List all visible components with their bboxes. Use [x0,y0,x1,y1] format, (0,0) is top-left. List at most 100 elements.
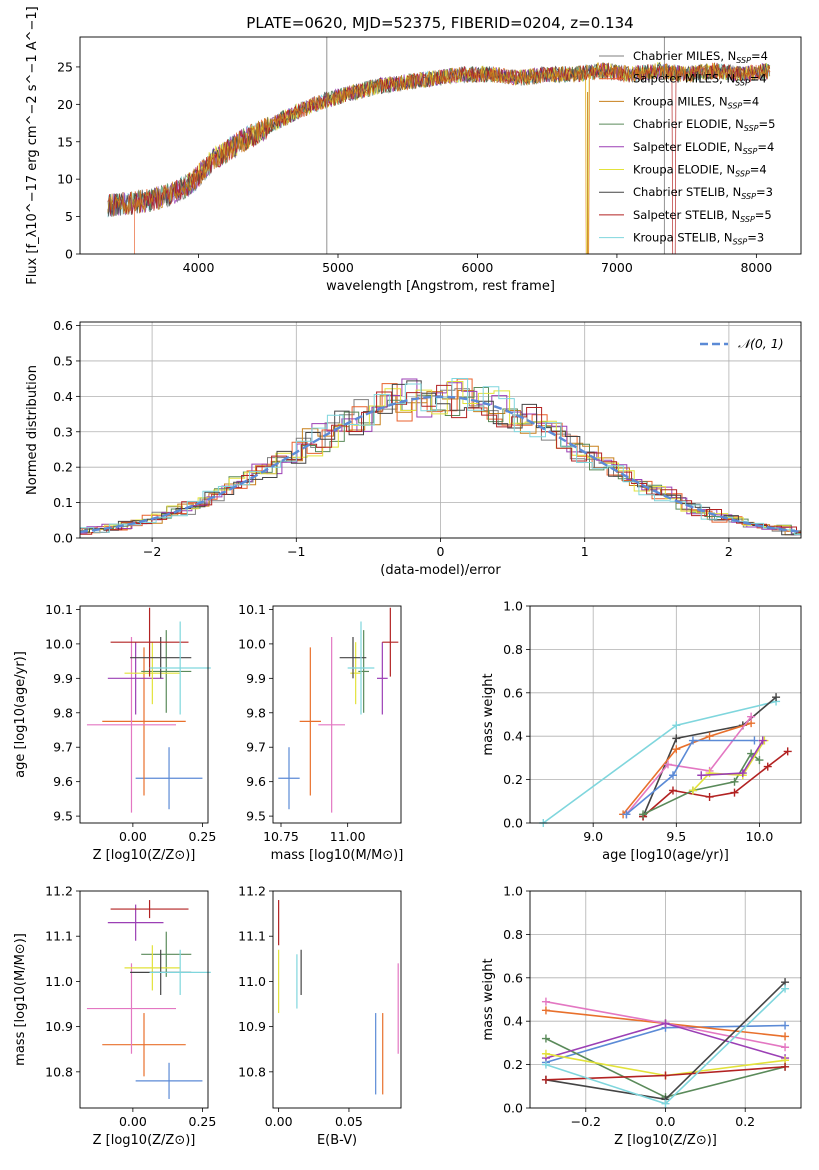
legend-label: Salpeter STELIB, NSSP=5 [633,208,772,224]
y-tick-label: 10.0 [238,636,266,651]
y-tick-label: 0.4 [53,389,73,404]
spectrum-legend: Chabrier MILES, NSSP=4 Salpeter MILES, NS… [599,49,775,247]
weight-marker [738,769,747,778]
y-tick-label: 9.8 [246,705,266,720]
y-tick-label: 11.2 [238,884,266,899]
y-tick-label: 10.9 [238,1019,266,1034]
y-tick-label: 9.7 [53,740,73,755]
weight-marker [772,693,781,702]
x-axis-label: E(B-V) [317,1133,357,1148]
weight-marker [747,712,756,721]
x-tick-label: 8000 [740,260,772,275]
weight-marker [783,747,792,756]
weight-marker [781,1032,790,1041]
x-tick-label: 4000 [183,260,215,275]
legend-label: Salpeter MILES, NSSP=4 [633,72,767,88]
x-tick-label: 0.00 [119,1114,147,1129]
weight-marker [688,786,697,795]
axes-frame [79,36,802,255]
axes-frame [79,605,209,824]
panels-group: 4000 5000 6000 7000 80000510152025wavelength… [13,6,802,1149]
weight-marker [661,1071,670,1080]
x-tick-label: 0.25 [189,829,217,844]
y-axis-label: Flux [f_λ10^−17 erg cm^−2 s^−1 A^−1] [25,6,40,284]
x-tick-label: 0 [437,544,445,559]
y-tick-label: 9.7 [246,740,266,755]
spectrum-lines [107,61,771,254]
legend-label: 𝒩(0, 1) [738,336,784,351]
weight-line [625,716,752,815]
weight-marker [730,788,739,797]
x-axis-label: (data-model)/error [380,563,501,578]
y-tick-label: 0.8 [503,927,523,942]
y-tick-label: 9.5 [53,809,73,824]
legend-label: Kroupa STELIB, NSSP=3 [633,231,764,247]
y-tick-label: 0.2 [53,460,73,475]
weight-marker [672,745,681,754]
spectrum-line-2 [107,62,771,217]
weight-marker [668,786,677,795]
y-tick-label: 0.8 [503,642,523,657]
weight-marker [750,736,759,745]
weight-marker [541,997,550,1006]
y-tick-label: 0.0 [503,816,523,831]
x-tick-label: 0.0 [656,1114,676,1129]
x-axis-label: age [log10(age/yr)] [602,848,729,863]
weight-line [642,696,777,817]
y-tick-label: 0 [65,247,73,262]
y-tick-label: 25 [57,59,73,74]
y-axis-label: age [log10(age/yr)] [13,651,28,778]
x-tick-label: 9.5 [666,829,686,844]
x-tick-label: −2 [143,544,161,559]
residuals-panel: −2 −1 0 1 2 0.0 0.1 0.2 0.3 0.4 0.5 0.6 (data-model)… [25,318,802,578]
weight-marker [688,736,697,745]
spectrum-line-1 [134,62,771,254]
weight-line [625,739,755,815]
weight-marker [639,810,648,819]
x-tick-label: 11.00 [330,829,366,844]
y-tick-label: 10.9 [45,1019,73,1034]
weight-line [642,750,789,818]
legend-label: Chabrier ELODIE, NSSP=5 [633,117,775,133]
y-tick-label: 0.0 [503,1101,523,1116]
x-axis-label: Z [log10(Z/Z⊙)] [614,1133,717,1148]
y-tick-label: 11.1 [238,929,266,944]
x-tick-label: 7000 [601,260,633,275]
y-tick-label: 0.0 [53,531,73,546]
histogram-step [80,387,801,535]
weight-marker [705,732,714,741]
y-tick-label: 5 [65,209,73,224]
y-axis-label: mass [log10(M/M⊙)] [13,933,28,1066]
axes-frame [529,605,802,824]
y-tick-label: 9.9 [246,671,266,686]
y-tick-label: 10.8 [45,1064,73,1079]
x-axis-label: Z [log10(Z/Z⊙)] [93,1133,196,1148]
y-tick-label: 0.4 [503,729,523,744]
x-tick-label: 0.05 [335,1114,363,1129]
y-tick-label: 15 [57,134,73,149]
x-tick-label: 0.25 [189,1114,217,1129]
weight-marker [781,1043,790,1052]
gaussian-curve [80,395,801,533]
histograms [80,378,801,536]
y-tick-label: 0.2 [503,772,523,787]
x-axis-label: Z [log10(Z/Z⊙)] [93,848,196,863]
weight-marker [663,760,672,769]
weight-marker [781,1062,790,1071]
weight-line [542,700,777,824]
y-tick-label: 9.8 [53,705,73,720]
weight-marker [541,1034,550,1043]
weight-marker [781,984,790,993]
weight-marker [541,1060,550,1069]
x-tick-label: 0.00 [265,1114,293,1129]
x-tick-label: 1 [581,544,589,559]
y-tick-label: 0.6 [503,970,523,985]
mass-vs-Z-panel: 0.00 0.25 10.8 10.9 11.0 11.1 11.2 Z [log10(Z/Z… [13,884,216,1149]
x-axis-label: wavelength [Angstrom, rest frame] [326,279,555,294]
y-tick-label: 11.2 [45,884,73,899]
weight-marker [755,756,764,765]
axes-frame [272,890,402,1109]
weight-marker [622,810,631,819]
weight-marker [661,1019,670,1028]
y-tick-label: 11.0 [238,974,266,989]
